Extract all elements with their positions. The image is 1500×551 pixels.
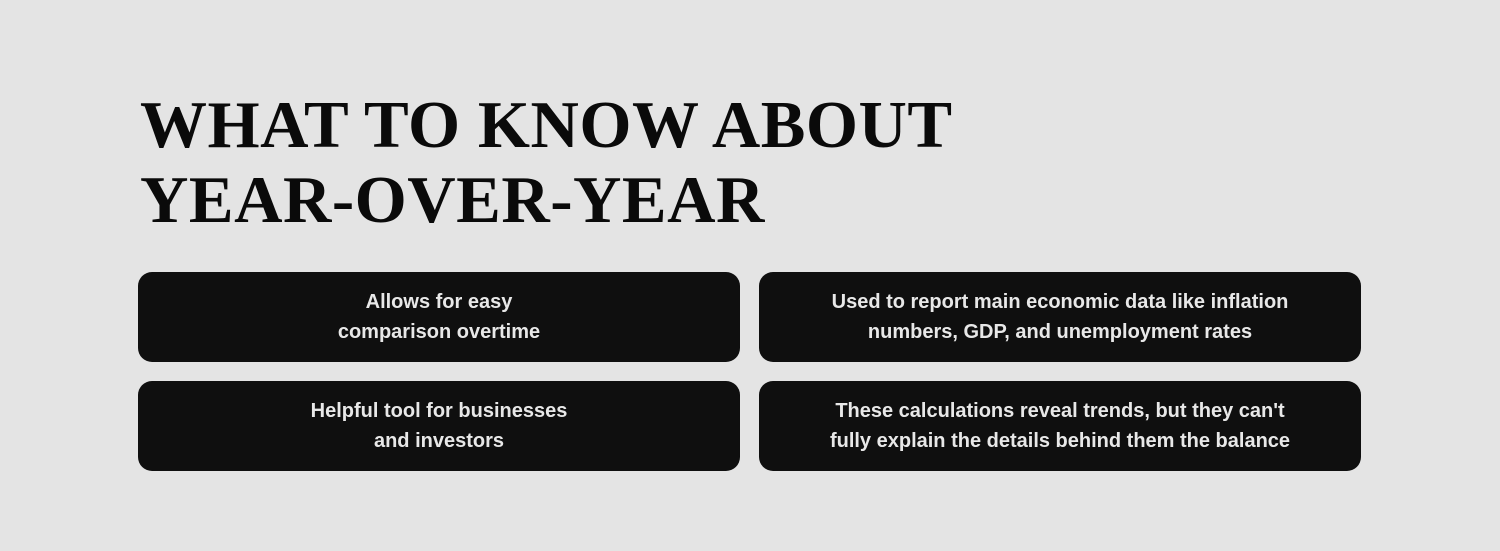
page-title: WHAT TO KNOW ABOUT YEAR-OVER-YEAR: [140, 88, 953, 238]
card-text-line: numbers, GDP, and unemployment rates: [867, 321, 1253, 343]
card-text: Allows for easy comparison overtime: [338, 287, 540, 347]
info-card-economic-data: Used to report main economic data like i…: [759, 272, 1361, 362]
card-text-line: and investors: [373, 430, 505, 452]
card-text-line: fully explain the details behind them th…: [829, 430, 1291, 452]
card-text-line: Allows for easy: [365, 291, 513, 313]
card-text: These calculations reveal trends, but th…: [830, 396, 1290, 456]
info-card-trends-limitations: These calculations reveal trends, but th…: [759, 381, 1361, 471]
card-text: Used to report main economic data like i…: [832, 287, 1289, 347]
card-text-line: Helpful tool for businesses: [310, 400, 568, 422]
title-line-2: YEAR-OVER-YEAR: [140, 163, 765, 237]
card-text-line: Used to report main economic data like i…: [831, 291, 1289, 313]
info-card-businesses-investors: Helpful tool for businesses and investor…: [138, 381, 740, 471]
card-text: Helpful tool for businesses and investor…: [311, 396, 568, 456]
info-card-easy-comparison: Allows for easy comparison overtime: [138, 272, 740, 362]
title-line-1: WHAT TO KNOW ABOUT: [140, 88, 953, 162]
card-text-line: These calculations reveal trends, but th…: [835, 400, 1285, 422]
card-text-line: comparison overtime: [337, 321, 541, 343]
